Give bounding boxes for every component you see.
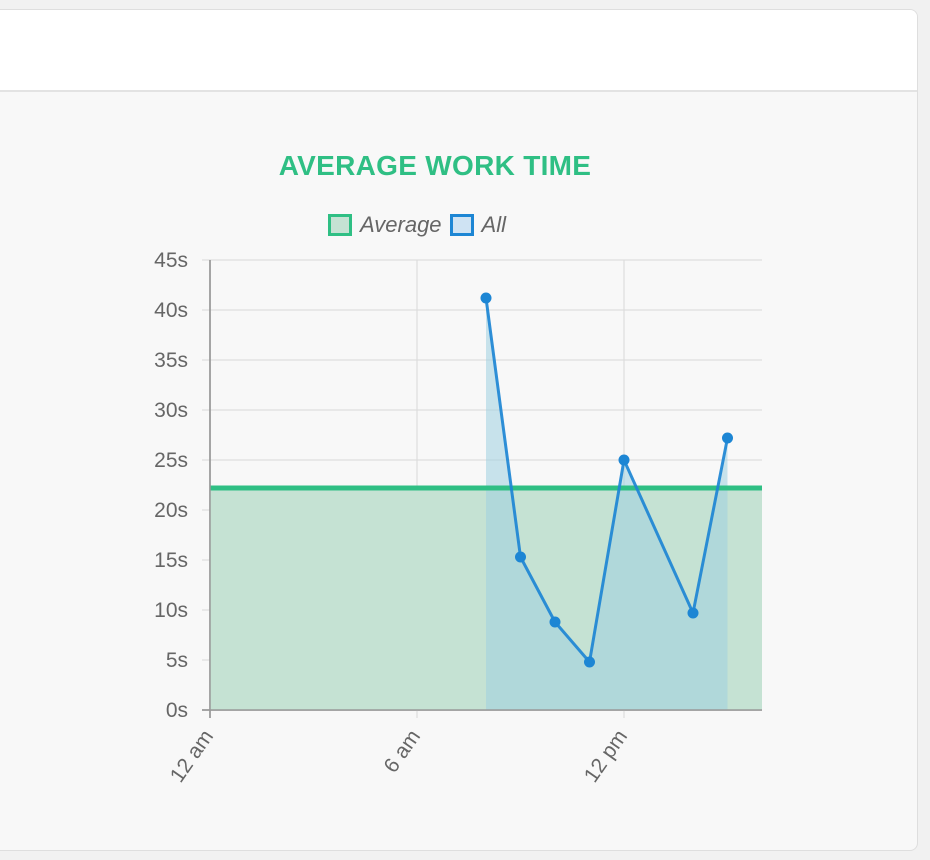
all-point [480,292,492,304]
all-point [722,432,733,444]
legend-item-average[interactable]: Average [328,212,442,238]
y-tick-label: 20s [154,499,188,522]
y-tick-label: 10s [154,599,188,622]
all-point [584,656,595,668]
card-header [0,10,917,92]
legend-label-all: All [481,212,506,237]
chart-title: AVERAGE WORK TIME [278,150,592,181]
legend-label-average: Average [360,212,442,237]
x-tick-label: 6 am [379,726,425,777]
y-tick-label: 30s [154,399,188,422]
x-tick-label: 12 am [166,726,218,787]
y-tick-label: 35s [154,349,188,372]
all-point [515,551,526,563]
all-point [687,607,699,619]
y-tick-label: 5s [166,649,188,672]
y-tick-label: 15s [154,549,188,572]
chart-legend: Average All [328,212,506,238]
legend-swatch-all [449,214,474,236]
all-point [618,454,630,466]
y-tick-label: 40s [154,299,188,322]
y-tick-label: 0s [166,699,188,722]
all-point [549,616,561,628]
y-tick-label: 25s [154,449,188,472]
legend-item-all[interactable]: All [449,212,506,238]
legend-swatch-average [328,214,352,236]
x-tick-label: 12 pm [580,726,632,787]
y-tick-label: 45s [154,249,188,272]
